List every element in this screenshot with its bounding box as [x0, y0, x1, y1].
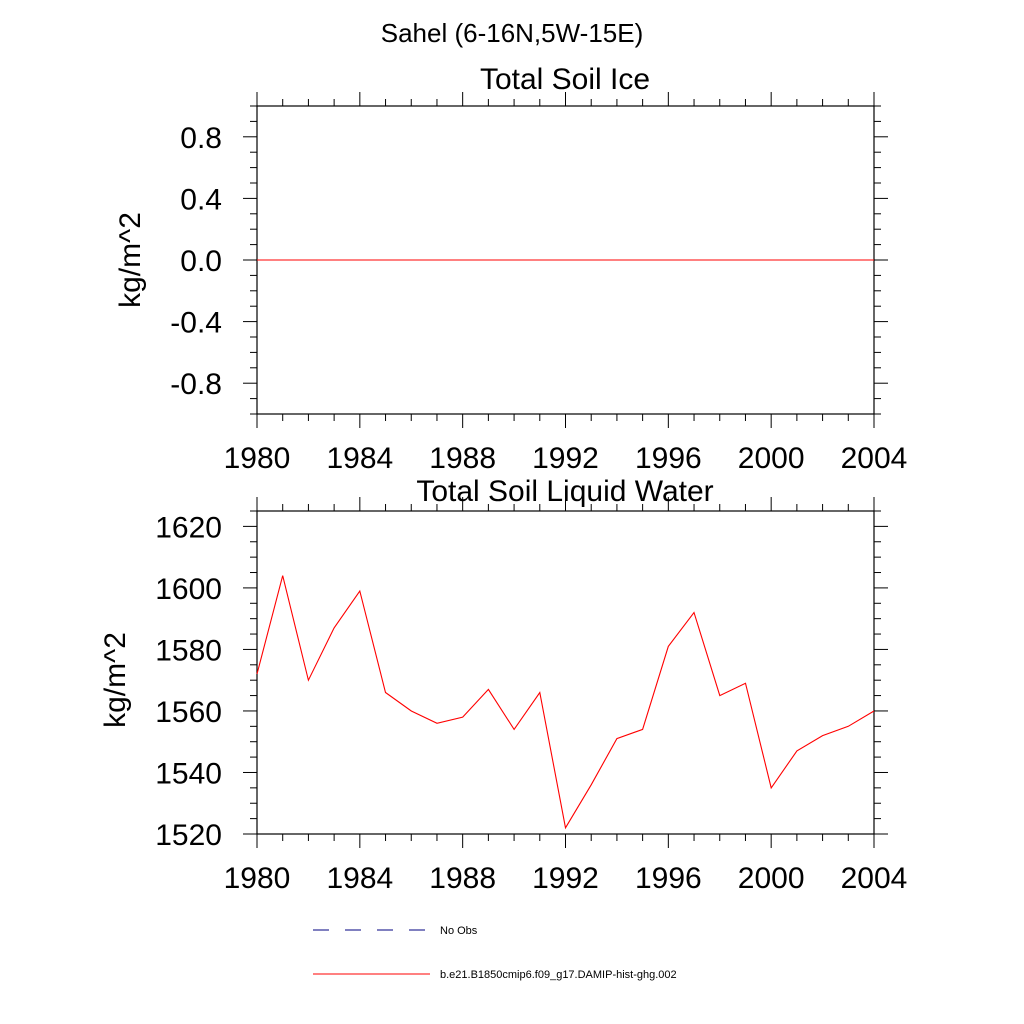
x-tick-label: 1984: [326, 862, 393, 895]
y-axis-label: kg/m^2: [114, 212, 147, 308]
y-tick-label: -0.4: [170, 307, 222, 340]
y-tick-label: 1520: [155, 819, 222, 852]
y-tick-label: -0.8: [170, 368, 222, 401]
chart-title: Total Soil Ice: [480, 63, 650, 96]
x-tick-label: 2000: [738, 442, 805, 475]
y-axis-label: kg/m^2: [99, 632, 132, 728]
x-tick-label: 2004: [841, 862, 908, 895]
x-tick-label: 1992: [532, 442, 599, 475]
x-tick-label: 1980: [224, 862, 291, 895]
figure-suptitle: Sahel (6-16N,5W-15E): [381, 18, 644, 48]
x-tick-label: 2004: [841, 442, 908, 475]
y-tick-label: 0.4: [180, 183, 222, 216]
y-tick-label: 1620: [155, 511, 222, 544]
x-tick-label: 1980: [224, 442, 291, 475]
x-tick-label: 1988: [429, 442, 496, 475]
x-tick-label: 1996: [635, 442, 702, 475]
plot-frame: [256, 510, 875, 835]
x-tick-label: 1992: [532, 862, 599, 895]
x-tick-label: 2000: [738, 862, 805, 895]
y-tick-label: 1600: [155, 573, 222, 606]
x-tick-label: 1984: [326, 442, 393, 475]
y-tick-label: 0.8: [180, 122, 222, 155]
y-tick-label: 0.0: [180, 245, 222, 278]
y-tick-label: 1560: [155, 696, 222, 729]
y-tick-label: 1580: [155, 634, 222, 667]
axis-ticks: 1980 1984 1988 1992 1996 2000 2004 0.8 0.4 0.0 -0.…: [170, 92, 907, 475]
panel-total-soil-ice: Total Soil Ice kg/m^2 1980 1984 1988 1992 19…: [114, 63, 907, 475]
series-layer: [256, 575, 875, 830]
y-tick-label: 1540: [155, 757, 222, 790]
panel-total-soil-liquid-water: Total Soil Liquid Water kg/m^2 1980 1984 1…: [99, 475, 907, 895]
axis-ticks: 1980 1984 1988 1992 1996 2000 2004 1620 1600 1580…: [155, 497, 907, 895]
legend: No Obs b.e21.B1850cmip6.f09_g17.DAMIP-hi…: [313, 925, 677, 981]
x-tick-label: 1996: [635, 862, 702, 895]
x-tick-label: 1988: [429, 862, 496, 895]
legend-label-model: b.e21.B1850cmip6.f09_g17.DAMIP-hist-ghg.…: [440, 969, 677, 981]
series-line-0: [256, 575, 875, 830]
legend-label-no-obs: No Obs: [440, 925, 478, 937]
